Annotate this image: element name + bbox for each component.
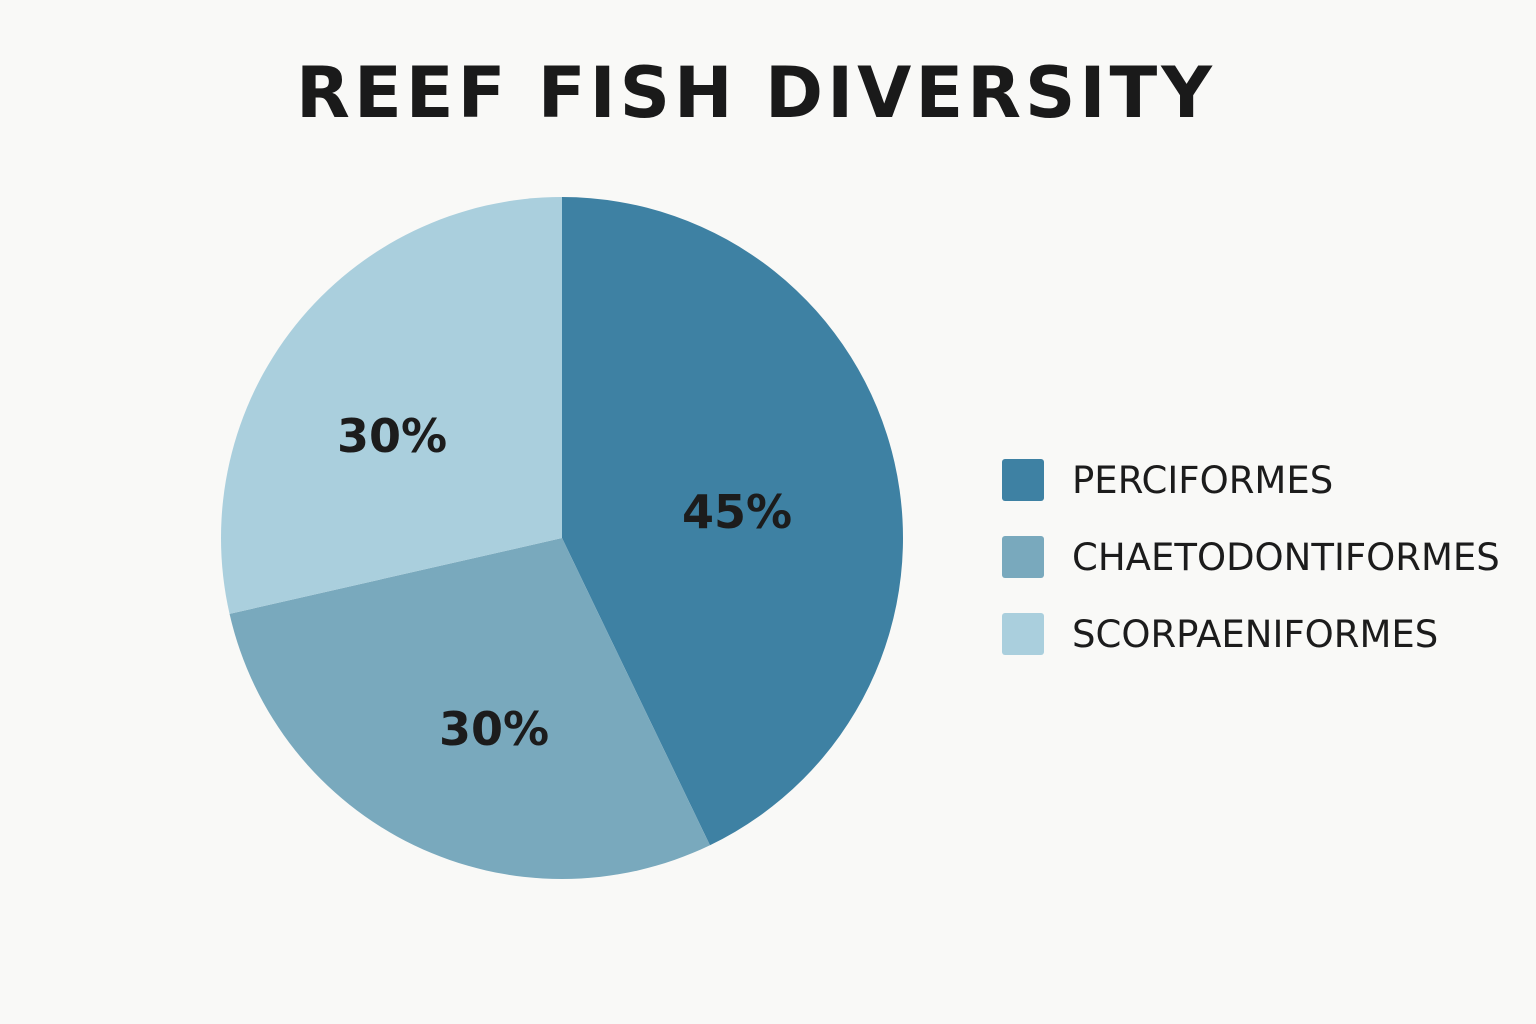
pie-slice-perciformes [562, 197, 904, 846]
legend-item-scorpaeniformes: SCORPAENIFORMES [1002, 612, 1500, 656]
legend-swatch-chaetodontiformes [1002, 536, 1044, 578]
pie-slice-chaetodontiformes [229, 538, 710, 879]
pie-slice-scorpaeniformes [220, 197, 562, 614]
legend-item-chaetodontiformes: CHAETODONTIFORMES [1002, 535, 1500, 579]
legend-item-perciformes: PERCIFORMES [1002, 458, 1500, 502]
slice-label-chaetodontiformes: 30% [439, 702, 549, 756]
slice-label-perciformes: 45% [682, 485, 792, 539]
chart-title: REEF FISH DIVERSITY [296, 52, 1216, 134]
legend-label-scorpaeniformes: SCORPAENIFORMES [1072, 612, 1439, 656]
legend-swatch-perciformes [1002, 459, 1044, 501]
legend: PERCIFORMES CHAETODONTIFORMES SCORPAENIF… [1002, 458, 1500, 689]
legend-label-perciformes: PERCIFORMES [1072, 458, 1334, 502]
legend-swatch-scorpaeniformes [1002, 613, 1044, 655]
legend-label-chaetodontiformes: CHAETODONTIFORMES [1072, 535, 1500, 579]
slice-label-scorpaeniformes: 30% [337, 409, 447, 463]
